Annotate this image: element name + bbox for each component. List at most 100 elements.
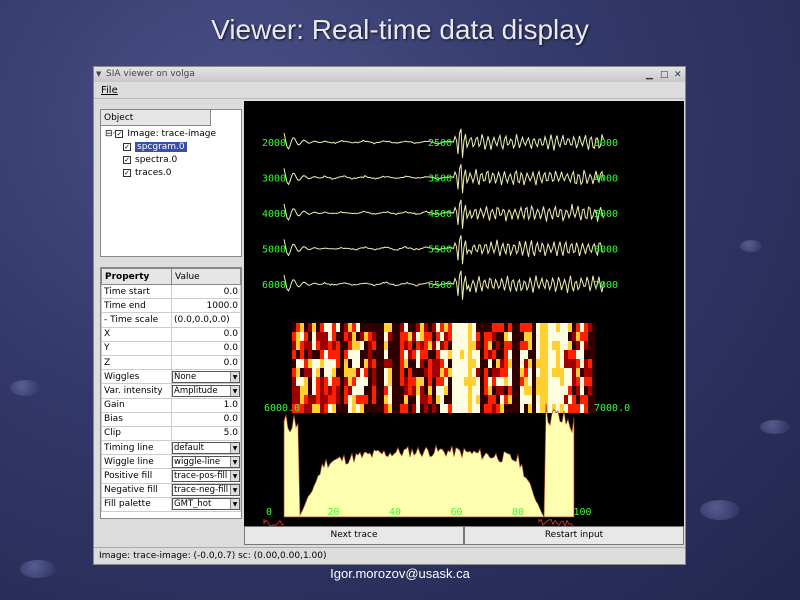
property-dropdown[interactable]: trace-neg-fill ▼ [171, 482, 241, 498]
property-row[interactable]: Fill palette GMT_hot ▼ [101, 496, 241, 513]
tree-node-spcgram[interactable]: ✓ spcgram.0 [123, 142, 187, 152]
spectrogram-cell [548, 386, 552, 395]
chevron-down-icon[interactable]: ▼ [230, 499, 239, 510]
property-name: Negative fill [101, 482, 172, 498]
property-value[interactable]: 0.0 [171, 326, 241, 342]
menu-file[interactable]: File [101, 85, 118, 96]
property-value[interactable]: (0.0,0.0,0.0) [171, 312, 241, 328]
chevron-down-icon[interactable]: ▼ [230, 456, 239, 467]
window-title: SIA viewer on volga [106, 69, 195, 79]
property-row[interactable]: Clip 5.0 [101, 425, 241, 442]
object-tree[interactable]: Object ⊟·✓ Image: trace-image ✓ spcgram.0 … [100, 109, 242, 257]
next-trace-button[interactable]: Next trace [244, 526, 464, 545]
property-value[interactable]: 1.0 [171, 397, 241, 413]
property-row[interactable]: Wiggle line wiggle-line ▼ [101, 454, 241, 470]
spectrogram-cell [304, 332, 308, 341]
background-dot [760, 420, 790, 434]
property-dropdown[interactable]: None ▼ [171, 369, 241, 385]
spectrogram-cell [444, 377, 448, 386]
spectrogram-cell [584, 341, 588, 350]
dropdown-value: default [174, 442, 204, 453]
property-row[interactable]: Z 0.0 [101, 354, 241, 371]
chevron-down-icon[interactable]: ▼ [230, 385, 239, 396]
window-menu-icon[interactable]: ▼ [96, 70, 102, 78]
spectrogram-cell [464, 350, 468, 359]
property-row[interactable]: Gain 1.0 [101, 397, 241, 413]
property-row[interactable]: Wiggles None ▼ [101, 369, 241, 385]
title-bar[interactable]: ▼ SIA viewer on volga ▁ □ ✕ [94, 67, 685, 82]
tree-node-root[interactable]: ⊟·✓ Image: trace-image [105, 129, 216, 139]
property-value[interactable]: 1000.0 [171, 298, 241, 314]
property-row[interactable]: Positive fill trace-pos-fill ▼ [101, 468, 241, 484]
plot-canvas[interactable]: 2000 2500 3000 3000 3500 4000 4000 4500 5000 5000… [244, 101, 684, 526]
spectrogram-cell [468, 377, 472, 386]
property-dropdown[interactable]: trace-pos-fill ▼ [171, 468, 241, 484]
chevron-down-icon[interactable]: ▼ [230, 442, 239, 453]
property-header[interactable]: Property [101, 268, 172, 285]
property-row[interactable]: X 0.0 [101, 326, 241, 342]
spectrogram-cell [312, 350, 316, 359]
spectrogram-cell [532, 332, 536, 341]
spectrogram-cell [584, 323, 588, 332]
spectrogram-cell [476, 332, 480, 341]
chevron-down-icon[interactable]: ▼ [230, 471, 239, 482]
tree-node-spectra[interactable]: ✓ spectra.0 [123, 155, 178, 165]
property-row[interactable]: Var. intensity Amplitude ▼ [101, 383, 241, 399]
spectrogram-cell [312, 332, 316, 341]
property-value[interactable]: 0.0 [171, 283, 241, 300]
spectrogram-cell [312, 395, 316, 404]
spectrogram-cell [432, 386, 436, 395]
spectrogram-cell [548, 395, 552, 404]
property-dropdown[interactable]: wiggle-line ▼ [171, 454, 241, 470]
tree-node-traces[interactable]: ✓ traces.0 [123, 168, 172, 178]
maximize-icon[interactable]: □ [660, 70, 669, 80]
checkbox[interactable]: ✓ [123, 168, 131, 177]
property-row[interactable]: Time end 1000.0 [101, 298, 241, 314]
spectrogram-cell [380, 386, 384, 395]
property-row[interactable]: Negative fill trace-neg-fill ▼ [101, 482, 241, 498]
spectrogram-cell [520, 332, 524, 341]
spectrogram-cell [396, 341, 400, 350]
spectrogram-cell [572, 368, 576, 377]
property-dropdown[interactable]: default ▼ [171, 440, 241, 456]
spectrogram-cell [372, 341, 376, 350]
spectrogram-cell [380, 404, 384, 413]
checkbox[interactable]: ✓ [115, 129, 124, 138]
property-dropdown[interactable]: GMT_hot ▼ [171, 496, 241, 513]
property-row[interactable]: Time start 0.0 [101, 283, 241, 300]
spectrogram-cell [524, 341, 528, 350]
spectrogram-cell [480, 359, 484, 368]
property-row[interactable]: Bias 0.0 [101, 411, 241, 427]
property-value[interactable]: 5.0 [171, 425, 241, 442]
minimize-icon[interactable]: ▁ [646, 70, 653, 80]
chevron-down-icon[interactable]: ▼ [230, 371, 239, 382]
property-value[interactable]: 0.0 [171, 340, 241, 356]
collapse-icon[interactable]: ⊟· [105, 129, 116, 139]
tree-header[interactable]: Object [101, 110, 211, 126]
checkbox[interactable]: ✓ [123, 155, 131, 164]
spectrogram-cell [468, 368, 472, 377]
spectrogram-cell [388, 386, 392, 395]
checkbox[interactable]: ✓ [123, 142, 131, 151]
spectrogram-cell [592, 341, 596, 350]
spectrogram-cell [368, 350, 372, 359]
spectrogram-cell [316, 377, 320, 386]
property-value[interactable]: 0.0 [171, 411, 241, 427]
spectrogram-cell [452, 350, 456, 359]
spectrogram-cell [376, 341, 380, 350]
spectrogram-cell [572, 377, 576, 386]
spectrogram-cell [516, 395, 520, 404]
chevron-down-icon[interactable]: ▼ [230, 485, 239, 496]
property-row[interactable]: Timing line default ▼ [101, 440, 241, 456]
spectrogram-cell [340, 332, 344, 341]
property-value[interactable]: 0.0 [171, 354, 241, 371]
property-row[interactable]: - Time scale (0.0,0.0,0.0) [101, 312, 241, 328]
spectrogram-cell [532, 341, 536, 350]
close-icon[interactable]: ✕ [674, 70, 682, 80]
spectrogram-cell [416, 350, 420, 359]
value-header[interactable]: Value [171, 268, 241, 285]
restart-input-button[interactable]: Restart input [464, 526, 684, 545]
property-dropdown[interactable]: Amplitude ▼ [171, 383, 241, 399]
spectrogram-cell [524, 404, 528, 413]
property-row[interactable]: Y 0.0 [101, 340, 241, 356]
